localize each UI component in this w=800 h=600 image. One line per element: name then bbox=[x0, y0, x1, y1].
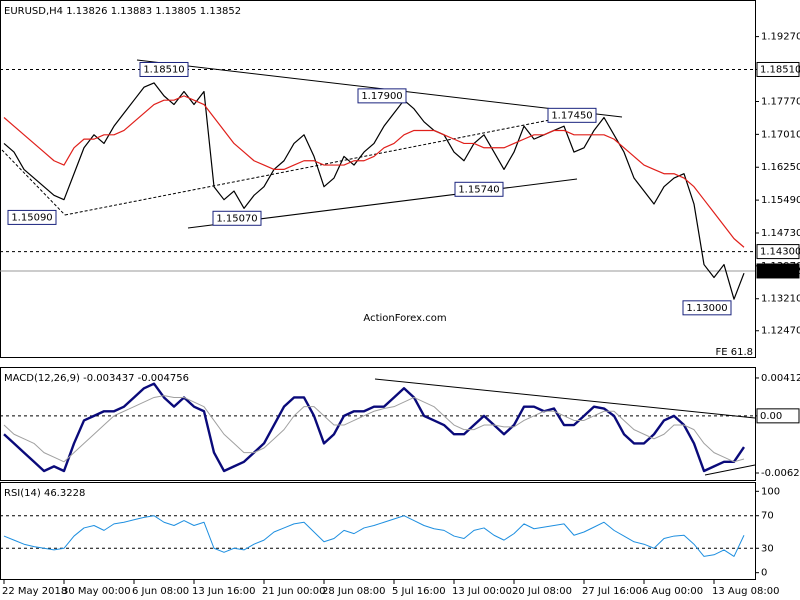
x-tick-label: 6 Jun 08:00 bbox=[132, 586, 189, 597]
y-tick-label: 1.17770 bbox=[761, 96, 800, 107]
x-tick-label: 22 May 2018 bbox=[2, 586, 67, 597]
annotation-box bbox=[357, 88, 407, 104]
x-tick-label: 13 Aug 08:00 bbox=[712, 586, 779, 597]
y-tick-label: 1.17010 bbox=[761, 129, 800, 140]
annotation-label: 1.18510 bbox=[143, 64, 184, 75]
level-label: 0.00 bbox=[760, 411, 782, 422]
panel-title: EURUSD,H4 1.13826 1.13883 1.13805 1.1385… bbox=[4, 6, 241, 17]
y-tick-label: 1.16250 bbox=[761, 162, 800, 173]
level-label-box bbox=[756, 408, 800, 424]
level-label-box bbox=[756, 244, 800, 260]
panel-title: MACD(12,26,9) -0.003437 -0.004756 bbox=[4, 373, 189, 384]
x-tick-label: 30 May 00:00 bbox=[62, 586, 131, 597]
annotation-label: 1.15070 bbox=[216, 213, 257, 224]
annotation-box bbox=[454, 181, 504, 197]
trend-line bbox=[704, 464, 756, 476]
level-label: 1.14300 bbox=[760, 247, 800, 258]
x-tick-label: 21 Jun 00:00 bbox=[262, 586, 326, 597]
x-tick-label: 20 Jul 08:00 bbox=[512, 586, 572, 597]
y-tick-label: 30 bbox=[761, 543, 774, 554]
annotation-label: 1.13000 bbox=[686, 303, 727, 314]
panel-title: RSI(14) 46.3228 bbox=[4, 488, 85, 499]
series-line bbox=[3, 82, 745, 300]
x-tick-label: 28 Jun 08:00 bbox=[322, 586, 386, 597]
panel-frame bbox=[0, 482, 756, 580]
y-tick-label: 1.15490 bbox=[761, 195, 800, 206]
y-tick-label: 1.12470 bbox=[761, 326, 800, 337]
x-tick-label: 6 Aug 00:00 bbox=[642, 586, 703, 597]
series-line bbox=[3, 382, 745, 473]
y-tick-label: 1.19270 bbox=[761, 32, 800, 43]
x-tick-label: 13 Jul 00:00 bbox=[452, 586, 512, 597]
trend-line bbox=[64, 117, 561, 216]
annotation-label: 1.17450 bbox=[551, 110, 592, 121]
annotation-label: 1.15090 bbox=[11, 212, 52, 223]
panel-frame bbox=[0, 0, 756, 358]
note: FE 61.8 bbox=[715, 347, 753, 358]
trend-line bbox=[1, 149, 66, 216]
level-label: 1.13852 bbox=[760, 266, 800, 277]
panel-frame bbox=[0, 367, 756, 481]
trend-line bbox=[374, 378, 756, 419]
annotation-box bbox=[547, 107, 597, 123]
x-tick-label: 13 Jun 16:00 bbox=[192, 586, 256, 597]
x-tick-label: 5 Jul 16:00 bbox=[392, 586, 446, 597]
annotation-label: 1.17900 bbox=[361, 91, 402, 102]
y-tick-label: 100 bbox=[761, 486, 780, 497]
annotation-box bbox=[139, 61, 189, 77]
series-line bbox=[3, 95, 745, 248]
level-label-box bbox=[756, 61, 800, 77]
y-tick-label: 1.13210 bbox=[761, 294, 800, 305]
y-tick-label: 0.004125 bbox=[761, 373, 800, 384]
level-label-box bbox=[756, 263, 800, 279]
y-tick-label: 1.14730 bbox=[761, 228, 800, 239]
watermark: ActionForex.com bbox=[363, 313, 446, 324]
annotation-box bbox=[212, 210, 262, 226]
y-tick-label: 70 bbox=[761, 511, 774, 522]
annotation-box bbox=[7, 209, 57, 225]
series-line bbox=[3, 515, 745, 557]
annotation-box bbox=[682, 300, 732, 316]
y-tick-label: -0.006218 bbox=[761, 468, 800, 479]
series-line bbox=[3, 395, 745, 463]
y-tick-label: 0 bbox=[761, 568, 767, 579]
annotation-label: 1.15740 bbox=[458, 184, 499, 195]
x-tick-label: 27 Jul 16:00 bbox=[582, 586, 642, 597]
level-label: 1.18510 bbox=[760, 64, 800, 75]
